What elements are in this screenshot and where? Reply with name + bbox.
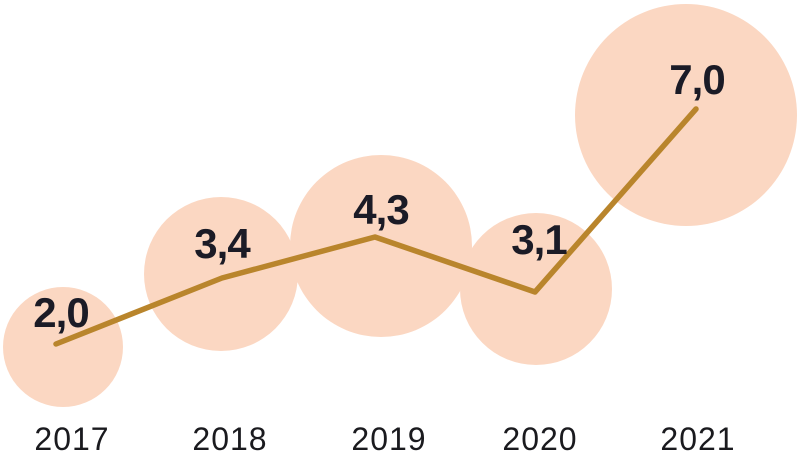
bubble-2019 xyxy=(290,155,472,337)
trend-line xyxy=(53,106,699,347)
bubble-2021 xyxy=(575,4,797,226)
bubble-2018 xyxy=(144,197,298,351)
bubble-2017 xyxy=(3,287,123,407)
bubble-group xyxy=(3,4,797,407)
